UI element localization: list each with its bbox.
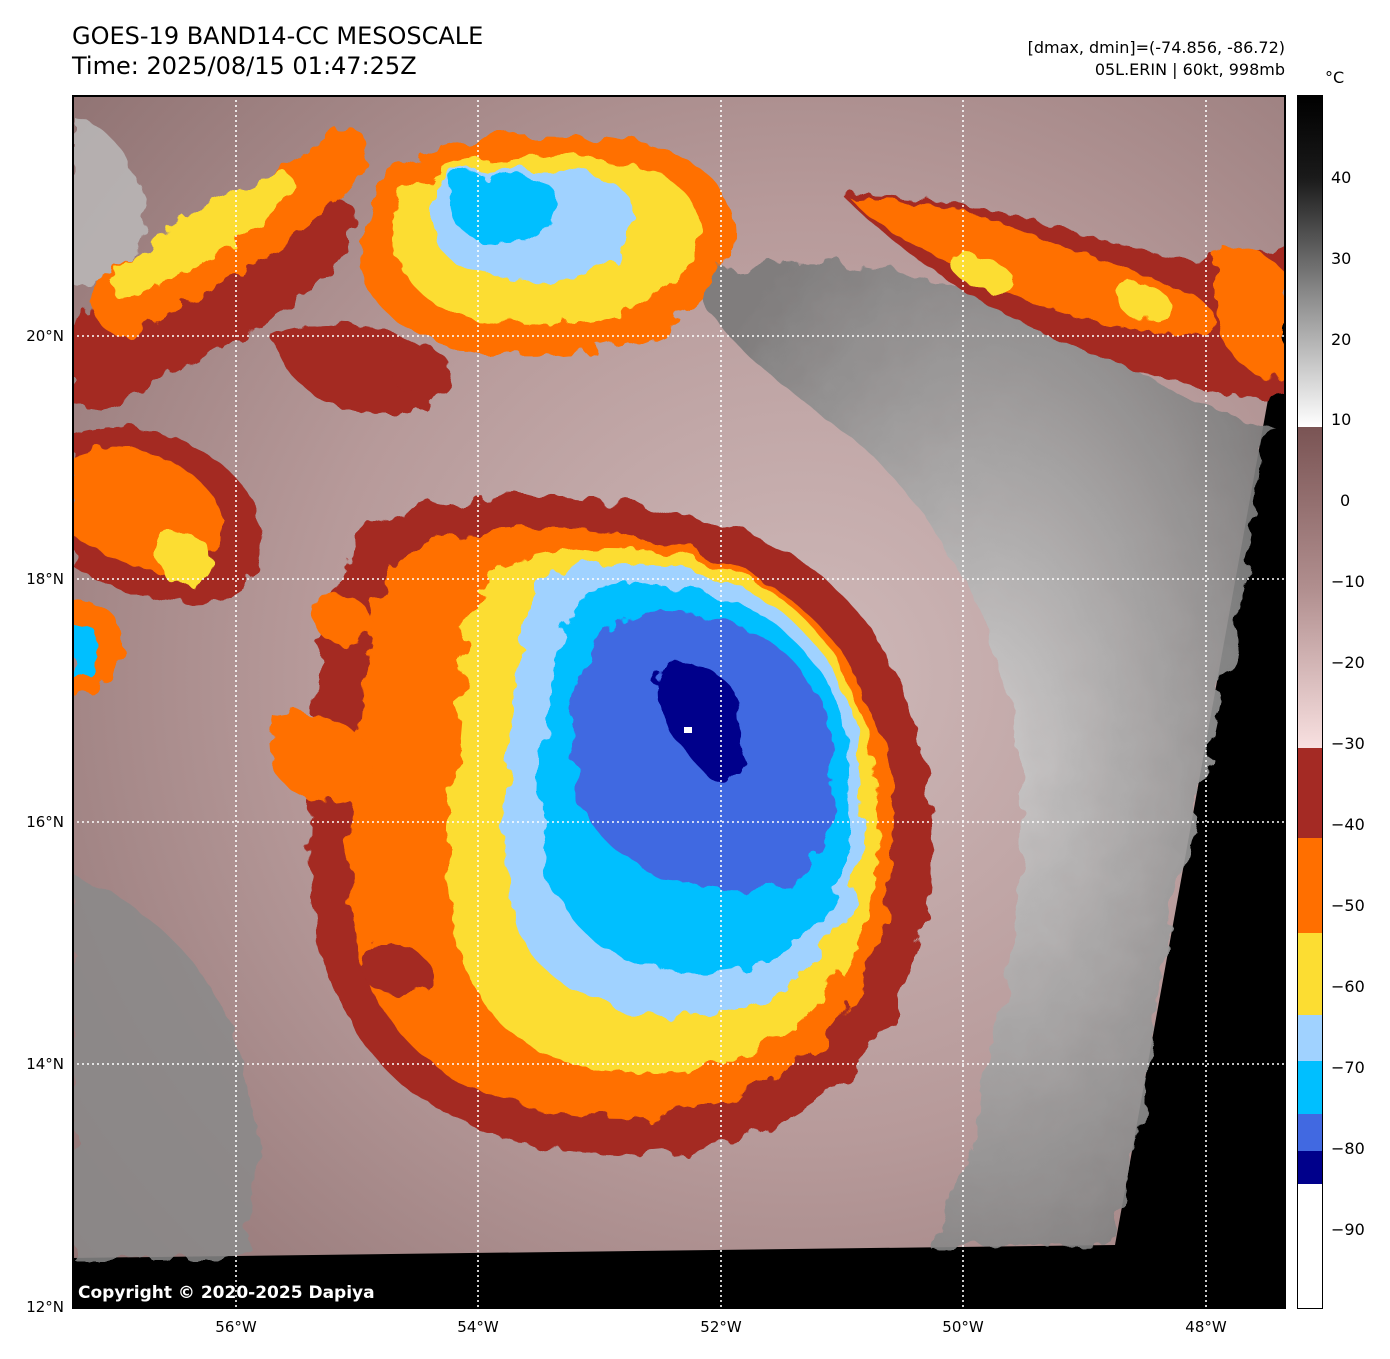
clear-region-northwest [72, 115, 144, 285]
copyright-notice: Copyright © 2020-2025 Dapiya [78, 1283, 375, 1303]
chart-time: Time: 2025/08/15 01:47:25Z [72, 52, 417, 80]
colorbar-label-minus30: −30 [1331, 734, 1365, 753]
colorbar-label-minus60: −60 [1331, 977, 1365, 996]
map-frame [72, 95, 1286, 1309]
coldest-pixel [684, 727, 692, 733]
colorbar-warm-segment [1297, 95, 1323, 427]
lat-label-14n: 14°N [26, 1055, 64, 1073]
chart-title: GOES-19 BAND14-CC MESOSCALE [72, 22, 484, 50]
colorbar-label-minus10: −10 [1331, 572, 1365, 591]
lat-label-18n: 18°N [26, 570, 64, 588]
storm-info: 05L.ERIN | 60kt, 998mb [1094, 60, 1285, 79]
colorbar-cyan-segment [1297, 1061, 1323, 1114]
colorbar-label-20: 20 [1331, 330, 1352, 349]
data-range: [dmax, dmin]=(-74.856, -86.72) [1027, 38, 1285, 57]
clear-region-southwest [72, 875, 256, 1258]
colorbar-mid-segment [1297, 427, 1323, 748]
ir-imagery [72, 95, 1286, 1309]
colorbar-red-segment [1297, 748, 1323, 838]
lon-label-50w: 50°W [942, 1318, 984, 1336]
lat-label-12n: 12°N [26, 1298, 64, 1316]
colorbar-label-10: 10 [1331, 410, 1352, 429]
colorbar-frame [1297, 95, 1323, 1309]
colorbar-label-40: 40 [1331, 168, 1352, 187]
storm-erin [309, 495, 933, 1156]
colorbar-label-minus80: −80 [1331, 1139, 1365, 1158]
gridlines [72, 95, 1286, 1309]
colorbar-white-segment [1297, 1184, 1323, 1309]
colorbar-orange-segment [1297, 838, 1323, 933]
lat-label-20n: 20°N [26, 327, 64, 345]
lon-label-54w: 54°W [457, 1318, 499, 1336]
lat-label-16n: 16°N [26, 813, 64, 831]
satellite-map [72, 95, 1286, 1309]
temperature-colorbar [1297, 95, 1323, 1309]
colorbar-blue-segment [1297, 1114, 1323, 1151]
clear-region-east [692, 263, 1272, 1250]
colorbar-label-minus40: −40 [1331, 815, 1365, 834]
colorbar-yellow-segment [1297, 933, 1323, 1015]
colorbar-label-minus20: −20 [1331, 653, 1365, 672]
convection-west [269, 344, 451, 995]
colorbar-lightblue-segment [1297, 1015, 1323, 1061]
colorbar-unit: °C [1325, 68, 1345, 87]
colorbar-label-minus50: −50 [1331, 896, 1365, 915]
colorbar-navy-segment [1297, 1151, 1323, 1184]
convection-north [360, 133, 734, 357]
cloud-field [72, 115, 1286, 1258]
colorbar-label-minus70: −70 [1331, 1058, 1365, 1077]
convection-northwest [72, 128, 440, 695]
colorbar-label-30: 30 [1331, 249, 1352, 268]
convection-northeast [842, 194, 1286, 397]
lon-label-48w: 48°W [1185, 1318, 1227, 1336]
lon-label-52w: 52°W [700, 1318, 742, 1336]
lon-label-56w: 56°W [215, 1318, 257, 1336]
colorbar-label-minus90: −90 [1331, 1220, 1365, 1239]
colorbar-label-0: 0 [1340, 491, 1351, 510]
